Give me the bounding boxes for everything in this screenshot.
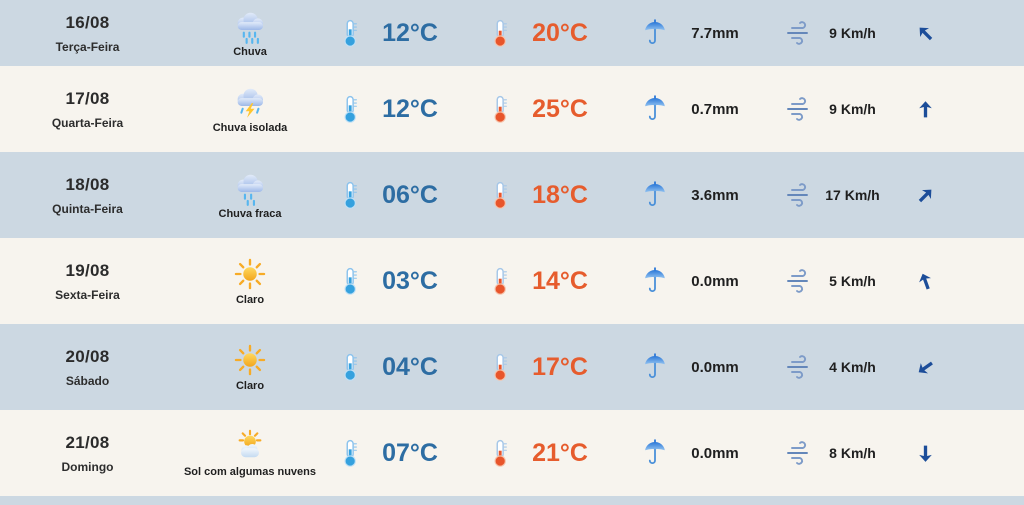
condition-cell: Sol com algumas nuvens <box>175 428 325 478</box>
forecast-day: Terça-Feira <box>55 39 120 54</box>
wind-speed-value: 8 Km/h <box>829 445 876 461</box>
forecast-day: Sábado <box>65 373 110 388</box>
min-temp-value: 07°C <box>382 438 438 467</box>
wind-speed-value: 4 Km/h <box>829 359 876 375</box>
condition-label: Claro <box>235 380 265 392</box>
forecast-day: Sexta-Feira <box>55 287 120 302</box>
light-rain-cloud-icon <box>232 170 268 206</box>
wind-icon <box>780 354 820 380</box>
max-temp-value: 18°C <box>532 180 588 209</box>
max-temp-thermometer-icon <box>480 438 520 468</box>
wind-speed-value: 5 Km/h <box>829 273 876 289</box>
max-temp-value: 17°C <box>532 352 588 381</box>
forecast-day: Domingo <box>61 459 114 474</box>
wind-icon <box>780 440 820 466</box>
forecast-date: 17/08 <box>65 88 110 108</box>
forecast-row-4: 19/08 Sexta-Feira Claro 03°C 14°C 0.0mm … <box>0 238 1024 324</box>
wind-speed-value: 9 Km/h <box>829 25 876 41</box>
date-cell: 18/08 Quinta-Feira <box>0 175 175 216</box>
min-temp-value: 12°C <box>382 94 438 123</box>
min-temp-thermometer-icon <box>330 94 370 124</box>
min-temp-thermometer-icon <box>330 438 370 468</box>
umbrella-icon <box>635 439 675 467</box>
umbrella-icon <box>635 267 675 295</box>
sun-cloud-icon <box>232 428 268 464</box>
date-cell: 21/08 Domingo <box>0 433 175 474</box>
precipitation-value: 3.6mm <box>691 186 739 204</box>
forecast-row-6: 21/08 Domingo Sol com algumas nuvens 07°… <box>0 410 1024 496</box>
condition-label: Sol com algumas nuvens <box>183 466 317 478</box>
max-temp-thermometer-icon <box>480 352 520 382</box>
max-temp-thermometer-icon <box>480 180 520 210</box>
forecast-row-3: 18/08 Quinta-Feira Chuva fraca 06°C 18°C… <box>0 152 1024 238</box>
max-temp-value: 21°C <box>532 438 588 467</box>
wind-icon <box>780 182 820 208</box>
precipitation-value: 0.7mm <box>691 100 739 118</box>
wind-speed-value: 9 Km/h <box>829 101 876 117</box>
condition-cell: Claro <box>175 342 325 392</box>
storm-cloud-icon <box>232 84 268 120</box>
condition-label: Chuva <box>233 46 267 58</box>
sun-icon <box>232 256 268 292</box>
forecast-day: Quinta-Feira <box>52 201 123 216</box>
condition-cell: Chuva <box>175 8 325 58</box>
umbrella-icon <box>635 19 675 47</box>
umbrella-icon <box>635 181 675 209</box>
min-temp-value: 12°C <box>382 18 438 47</box>
max-temp-thermometer-icon <box>480 266 520 296</box>
condition-label: Chuva fraca <box>218 208 282 220</box>
min-temp-thermometer-icon <box>330 180 370 210</box>
wind-direction-arrow-icon <box>895 271 955 292</box>
precipitation-value: 0.0mm <box>691 358 739 376</box>
forecast-row-2: 17/08 Quarta-Feira Chuva isolada 12°C 25… <box>0 66 1024 152</box>
precipitation-value: 7.7mm <box>691 24 739 42</box>
sun-icon <box>232 342 268 378</box>
forecast-date: 19/08 <box>65 260 110 280</box>
max-temp-thermometer-icon <box>480 94 520 124</box>
wind-direction-arrow-icon <box>895 23 955 44</box>
wind-icon <box>780 96 820 122</box>
max-temp-thermometer-icon <box>480 18 520 48</box>
umbrella-icon <box>635 95 675 123</box>
wind-icon <box>780 20 820 46</box>
forecast-date: 16/08 <box>65 12 110 32</box>
condition-cell: Chuva fraca <box>175 170 325 220</box>
min-temp-value: 04°C <box>382 352 438 381</box>
min-temp-value: 06°C <box>382 180 438 209</box>
date-cell: 17/08 Quarta-Feira <box>0 89 175 130</box>
forecast-date: 20/08 <box>65 346 110 366</box>
condition-label: Chuva isolada <box>212 122 288 134</box>
min-temp-thermometer-icon <box>330 266 370 296</box>
forecast-row-1: 16/08 Terça-Feira Chuva 12°C 20°C 7.7mm … <box>0 0 1024 66</box>
condition-cell: Chuva isolada <box>175 84 325 134</box>
date-cell: 16/08 Terça-Feira <box>0 13 175 54</box>
next-row-partial <box>0 496 1024 505</box>
wind-direction-arrow-icon <box>895 99 955 120</box>
wind-speed-value: 17 Km/h <box>825 187 880 203</box>
date-cell: 20/08 Sábado <box>0 347 175 388</box>
wind-icon <box>780 268 820 294</box>
forecast-day: Quarta-Feira <box>51 115 124 130</box>
precipitation-value: 0.0mm <box>691 444 739 462</box>
precipitation-value: 0.0mm <box>691 272 739 290</box>
rain-cloud-icon <box>232 8 268 44</box>
umbrella-icon <box>635 353 675 381</box>
min-temp-thermometer-icon <box>330 352 370 382</box>
max-temp-value: 20°C <box>532 18 588 47</box>
max-temp-value: 14°C <box>532 266 588 295</box>
condition-label: Claro <box>235 294 265 306</box>
condition-cell: Claro <box>175 256 325 306</box>
max-temp-value: 25°C <box>532 94 588 123</box>
forecast-date: 21/08 <box>65 432 110 452</box>
wind-direction-arrow-icon <box>895 185 955 206</box>
wind-direction-arrow-icon <box>895 443 955 464</box>
min-temp-thermometer-icon <box>330 18 370 48</box>
date-cell: 19/08 Sexta-Feira <box>0 261 175 302</box>
wind-direction-arrow-icon <box>895 357 955 378</box>
forecast-row-5: 20/08 Sábado Claro 04°C 17°C 0.0mm 4 Km/… <box>0 324 1024 410</box>
min-temp-value: 03°C <box>382 266 438 295</box>
forecast-date: 18/08 <box>65 174 110 194</box>
